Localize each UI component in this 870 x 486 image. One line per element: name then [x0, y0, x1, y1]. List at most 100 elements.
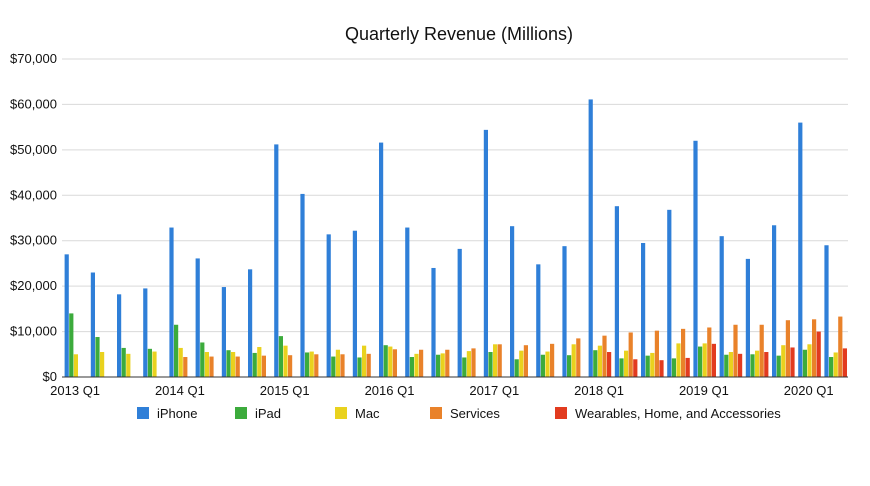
legend-label: iPad [255, 406, 281, 421]
bar-wearables-home-and-accessories [842, 348, 847, 377]
bar-ipad [776, 355, 781, 377]
bar-iphone [798, 122, 803, 377]
bar-mac [833, 352, 838, 377]
bar-services [497, 344, 502, 377]
x-tick-label: 2019 Q1 [679, 383, 729, 398]
bar-ipad [226, 350, 231, 377]
bar-iphone [248, 269, 253, 377]
y-axis-ticks: $0 $10,000 $20,000 $30,000 $40,000 $50,000 $60… [10, 51, 57, 384]
bar-wearables-home-and-accessories [764, 352, 769, 377]
bar-services [392, 349, 397, 377]
bar-iphone [431, 267, 436, 377]
legend-swatch [430, 407, 442, 419]
bar-services [838, 316, 843, 377]
x-tick-label: 2013 Q1 [50, 383, 100, 398]
bar-iphone [693, 140, 698, 377]
bar-services [707, 327, 712, 377]
bar-iphone [195, 258, 200, 377]
bar-mac [100, 352, 105, 377]
bar-services [733, 324, 738, 377]
bar-mac [126, 353, 131, 377]
bar-ipad [698, 346, 703, 377]
bar-iphone [824, 245, 829, 377]
bar-mac [676, 343, 681, 377]
bar-services [209, 356, 214, 377]
y-tick-label: $40,000 [10, 187, 57, 202]
bar-iphone [143, 288, 148, 377]
legend-swatch [335, 407, 347, 419]
legend-swatch [555, 407, 567, 419]
bar-wearables-home-and-accessories [659, 360, 664, 377]
bar-ipad [383, 345, 388, 377]
bar-mac [781, 345, 786, 377]
bar-ipad [540, 354, 545, 377]
bar-mac [335, 349, 340, 377]
x-tick-label: 2015 Q1 [260, 383, 310, 398]
bar-services [681, 328, 686, 377]
bar-ipad [69, 313, 74, 377]
bar-ipad [95, 337, 100, 377]
bar-mac [414, 353, 419, 377]
bar-wearables-home-and-accessories [711, 343, 716, 377]
x-tick-label: 2017 Q1 [469, 383, 519, 398]
bar-ipad [200, 342, 205, 377]
bar-wearables-home-and-accessories [685, 357, 690, 377]
bar-iphone [510, 226, 515, 377]
y-tick-label: $70,000 [10, 51, 57, 66]
bar-ipad [619, 358, 624, 377]
bar-ipad [409, 357, 414, 377]
bar-services [366, 353, 371, 377]
legend-swatch [235, 407, 247, 419]
bar-services [235, 356, 240, 377]
x-tick-label: 2018 Q1 [574, 383, 624, 398]
bar-wearables-home-and-accessories [790, 347, 795, 377]
bar-mac [178, 347, 183, 377]
chart-title: Quarterly Revenue (Millions) [345, 24, 573, 44]
x-tick-label: 2020 Q1 [784, 383, 834, 398]
bar-wearables-home-and-accessories [607, 352, 612, 377]
bar-services [471, 348, 476, 377]
bar-services [654, 330, 659, 377]
x-tick-label: 2016 Q1 [365, 383, 415, 398]
bar-iphone [483, 129, 488, 377]
bar-iphone [614, 206, 619, 377]
bar-mac [571, 344, 576, 377]
bar-mac [493, 344, 498, 377]
bar-services [550, 343, 555, 377]
legend-label: iPhone [157, 406, 197, 421]
bar-ipad [305, 352, 310, 377]
bar-mac [650, 352, 655, 377]
bar-iphone [90, 272, 95, 377]
bar-mac [545, 351, 550, 377]
bar-ipad [750, 354, 755, 377]
bar-iphone [772, 225, 777, 377]
bar-ipad [462, 357, 467, 377]
bar-mac [73, 354, 78, 377]
bar-ipad [147, 348, 152, 377]
bar-wearables-home-and-accessories [738, 353, 743, 377]
bar-iphone [667, 209, 672, 377]
legend-label: Mac [355, 406, 380, 421]
bars [64, 99, 847, 377]
bar-services [602, 335, 607, 377]
x-tick-label: 2014 Q1 [155, 383, 205, 398]
bar-ipad [671, 358, 676, 377]
bar-services [576, 338, 581, 377]
bar-mac [257, 347, 262, 377]
bar-mac [466, 351, 471, 377]
bar-iphone [405, 227, 410, 377]
legend-swatch [137, 407, 149, 419]
bar-iphone [641, 242, 646, 377]
bar-mac [807, 344, 812, 377]
bar-iphone [745, 258, 750, 377]
y-tick-label: $60,000 [10, 96, 57, 111]
bar-services [288, 355, 293, 377]
bar-ipad [252, 352, 257, 377]
bar-ipad [174, 324, 179, 377]
bar-mac [597, 345, 602, 377]
bar-services [261, 355, 266, 377]
bar-mac [362, 345, 367, 377]
bar-iphone [169, 227, 174, 377]
bar-services [628, 332, 633, 377]
bar-mac [231, 352, 236, 377]
